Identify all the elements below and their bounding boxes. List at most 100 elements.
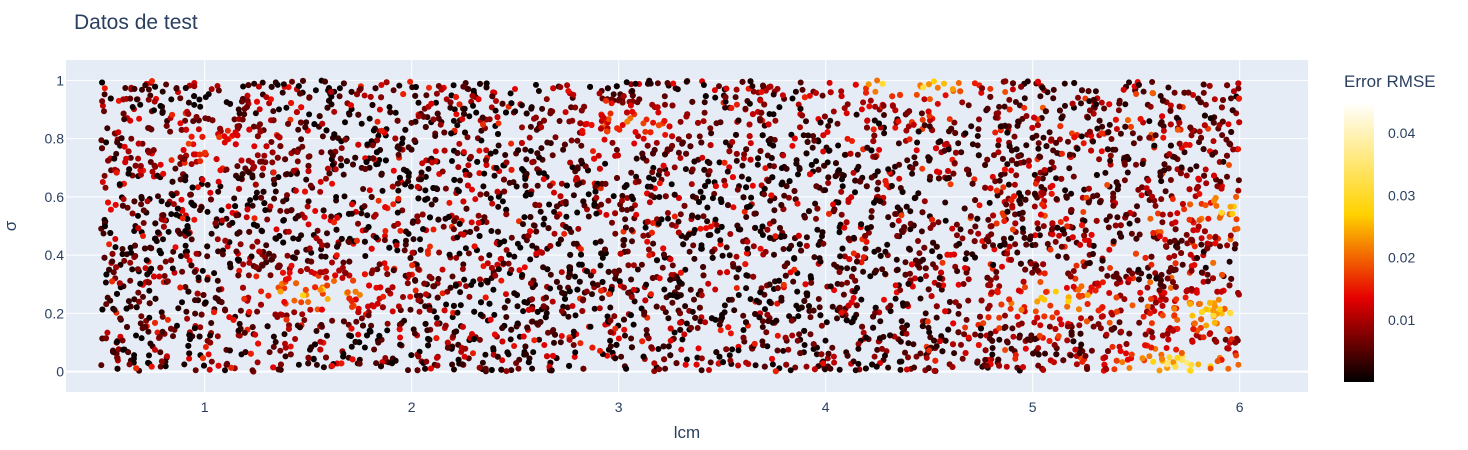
scatter-point [934,84,941,91]
scatter-point [1014,122,1021,129]
scatter-point [797,124,803,131]
scatter-point [983,236,990,243]
scatter-point [439,168,446,175]
scatter-point [843,110,850,117]
scatter-point [193,250,200,257]
scatter-point [655,109,662,116]
scatter-point [1011,133,1018,140]
scatter-point [726,252,733,259]
scatter-point [205,351,212,358]
scatter-point [182,117,189,124]
scatter-point [801,298,808,304]
scatter-point [905,354,911,361]
scatter-point [919,209,926,216]
scatter-point [259,79,266,86]
scatter-point [425,250,431,257]
scatter-point [734,222,741,229]
scatter-point [895,118,902,125]
scatter-point [285,228,292,235]
scatter-point [729,139,736,145]
scatter-point [1178,237,1185,244]
scatter-point [780,347,787,354]
scatter-point [1009,325,1016,332]
scatter-point [362,253,369,259]
scatter-point [361,92,368,99]
scatter-point [823,319,830,326]
scatter-point [1004,338,1010,345]
scatter-point [1006,96,1013,103]
scatter-point [577,246,584,253]
scatter-point [877,198,884,205]
scatter-point [115,346,122,353]
scatter-point [1137,289,1144,296]
scatter-point [1014,313,1021,320]
scatter-point [721,177,728,184]
scatter-point [1135,81,1142,88]
scatter-point [197,324,204,331]
scatter-point [320,207,327,214]
scatter-point [795,313,802,320]
scatter-point [1078,283,1085,290]
scatter-point [349,201,356,208]
scatter-point [602,160,609,167]
scatter-point [145,86,152,93]
scatter-point [631,298,638,305]
scatter-point [569,303,576,309]
scatter-point [808,279,815,286]
scatter-point [462,345,469,352]
scatter-point [1013,160,1020,167]
scatter-point [674,284,681,291]
scatter-point [691,296,697,303]
scatter-point [328,213,335,220]
scatter-point [646,252,653,259]
scatter-point [759,318,766,325]
scatter-point [974,358,981,365]
scatter-point [491,331,498,338]
scatter-point [1195,175,1202,182]
scatter-point [1165,84,1172,91]
scatter-point [551,230,558,237]
scatter-point [488,264,495,271]
scatter-point [940,282,947,289]
scatter-point [291,309,298,316]
scatter-point [340,171,347,178]
scatter-point [1044,89,1051,96]
scatter-point [1106,213,1113,220]
scatter-point [1002,89,1009,95]
scatter-point [435,115,442,122]
scatter-point [368,245,375,252]
scatter-point [1034,220,1041,227]
scatter-point [378,171,385,178]
scatter-point [336,93,343,100]
scatter-point [263,242,270,249]
scatter-point [721,159,728,166]
scatter-point [1059,150,1065,157]
scatter-point [1042,350,1048,357]
scatter-point [606,291,613,297]
scatter-point [162,258,169,265]
scatter-point [740,327,747,333]
scatter-point [503,247,510,253]
scatter-point [416,308,423,315]
scatter-point [698,355,705,362]
scatter-point [844,265,851,272]
scatter-point [366,115,373,122]
scatter-point [920,256,926,263]
scatter-point [1198,309,1205,316]
scatter-point [137,101,144,108]
scatter-point [112,236,119,242]
scatter-point [168,257,175,264]
scatter-point [1219,271,1226,278]
scatter-point [978,89,985,96]
scatter-point [402,181,409,188]
scatter-point [547,271,554,278]
scatter-point [523,156,530,163]
scatter-point [255,123,262,130]
scatter-point [874,168,881,175]
scatter-point [215,178,222,185]
scatter-point [494,114,501,121]
scatter-point [1116,100,1123,107]
scatter-point [773,317,780,324]
scatter-point [598,250,605,257]
scatter-point [298,299,305,306]
